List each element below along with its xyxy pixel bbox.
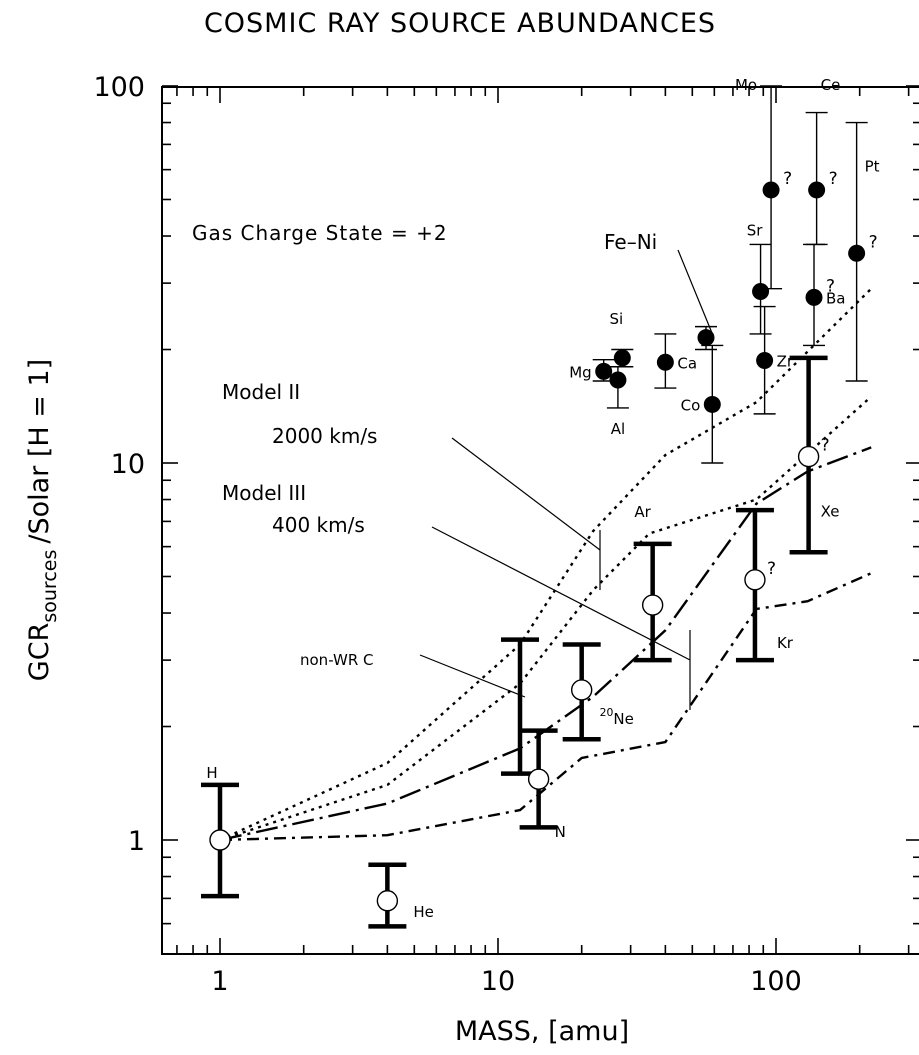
uncertain-mark: ? (767, 559, 776, 579)
x-axis-label: MASS, [amu] (455, 1016, 629, 1047)
refractory-point (756, 352, 774, 370)
y-axis-label-rest: /Solar [H = 1] (24, 359, 55, 544)
point-label: Xe (821, 503, 840, 521)
uncertain-mark: ? (829, 169, 838, 189)
volatile-point (641, 594, 664, 616)
x-tick-label: 1 (211, 966, 228, 997)
refractory-point (595, 362, 613, 380)
annotation-fe-ni: Fe–Ni (604, 230, 657, 254)
model-curve (219, 395, 873, 842)
refractory-point (805, 288, 823, 306)
point-label: Zr (777, 353, 794, 371)
point-label: 20Ne (600, 706, 634, 728)
volatile-point (570, 679, 593, 701)
annotation-gas-charge: Gas Charge State = +2 (192, 221, 448, 245)
y-axis-label: GCRsources/Solar [H = 1] (24, 359, 61, 681)
model-curve (219, 572, 872, 842)
y-tick-label: 100 (93, 72, 145, 103)
uncertain-mark: ? (826, 276, 835, 296)
model-curve (219, 446, 872, 842)
refractory-point (762, 181, 780, 199)
point-label: Ar (634, 503, 651, 521)
leader-line (431, 526, 691, 661)
point-label: H (206, 764, 217, 782)
annotation-non-wr: non-WR C (300, 651, 374, 669)
volatile-point (376, 890, 399, 912)
x-tick-label: 100 (750, 966, 802, 997)
annotation-model3-name: Model III (222, 481, 306, 505)
volatile-point (527, 768, 550, 790)
refractory-point (752, 283, 770, 301)
leader-line (677, 249, 713, 334)
volatile-point (744, 569, 766, 591)
refractory-point (808, 181, 826, 199)
y-axis-label-sub: sources (39, 550, 61, 623)
point-label: Ca (677, 354, 697, 372)
refractory-point (703, 395, 721, 413)
data-points: MgSiAlCaCoSrZrMo?Ce?Ba?Pt?HHeN20NeArKr?X… (201, 76, 880, 929)
axis-ticks (162, 85, 919, 954)
model-curve (219, 287, 873, 842)
point-label: Co (681, 396, 701, 414)
chart-title: COSMIC RAY SOURCE ABUNDANCES (204, 8, 716, 39)
point-label: He (413, 903, 434, 921)
point-label: Ce (821, 76, 841, 94)
point-label: Sr (747, 222, 764, 240)
point-label-super: 20 (600, 706, 614, 719)
y-axis-label-main: GCR (24, 623, 55, 682)
y-tick-label: 10 (111, 449, 145, 480)
uncertain-mark: ? (783, 169, 792, 189)
point-label: N (555, 823, 566, 841)
uncertain-mark: ? (821, 436, 830, 456)
refractory-point (848, 244, 866, 262)
leader-line (451, 437, 601, 551)
tick-labels: 1 10 100 1 10 100 (93, 72, 801, 997)
volatile-point (209, 829, 231, 851)
leader-lines (419, 249, 713, 710)
plot-frame (161, 86, 919, 955)
refractory-point (613, 349, 631, 367)
x-tick-label: 10 (481, 966, 515, 997)
point-label: Pt (865, 157, 880, 175)
volatile-point (797, 445, 820, 468)
point-label: Si (609, 310, 623, 328)
refractory-point (697, 329, 715, 347)
refractory-point (609, 371, 627, 389)
point-label-main: Ne (613, 710, 633, 728)
annotation-model3-speed: 400 km/s (272, 513, 365, 537)
point-label: Mg (569, 363, 591, 381)
point-label: Al (611, 420, 625, 438)
point-label: Ba (826, 289, 845, 307)
uncertain-mark: ? (869, 232, 878, 252)
refractory-point (656, 353, 674, 371)
annotation-model2-name: Model II (222, 380, 300, 404)
annotation-model2-speed: 2000 km/s (272, 424, 377, 448)
leader-line (419, 654, 526, 698)
y-tick-label: 1 (128, 826, 145, 857)
point-label: Kr (777, 634, 794, 652)
point-label: Mo (735, 76, 757, 94)
model-curves (219, 287, 873, 842)
